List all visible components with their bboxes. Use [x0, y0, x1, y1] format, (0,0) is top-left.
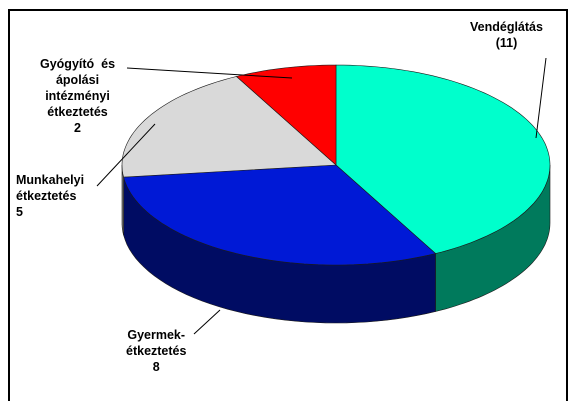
leader-line-gyogyito	[126, 67, 293, 79]
label-vendeglatas-name: Vendéglátás	[470, 20, 543, 34]
pie-tops	[121, 64, 551, 266]
leader-line-munkahelyi	[96, 123, 156, 187]
pie-slice-gyermeketkeztetes	[123, 164, 437, 266]
label-gyogyito-line1: Gyógyító és	[40, 57, 116, 71]
label-gyogyito-line4: étkeztetés	[47, 105, 108, 119]
label-munkahelyi-line2: étkeztetés	[16, 189, 77, 203]
pie-slice-gyogyito-es-apolasi-intezmenyi-etkeztetes	[235, 64, 337, 166]
label-gyermek-line2: étkeztetés	[126, 344, 187, 358]
pie-slice-vendeglatas	[335, 64, 551, 254]
label-gyermek-line1: Gyermek-	[127, 328, 186, 342]
label-gyogyito-value: 2	[74, 121, 81, 135]
label-vendeglatas: Vendéglátás (11)	[470, 19, 543, 51]
label-gyogyito-line2: ápolási	[55, 73, 100, 87]
label-gyogyito-line3: intézményi	[45, 89, 110, 103]
label-gyogyito: Gyógyító és ápolási intézményi étkezteté…	[40, 56, 115, 136]
label-munkahelyi-value: 5	[16, 205, 23, 219]
label-munkahelyi-line1: Munkahelyi	[16, 173, 85, 187]
leader-line-vendeglatas	[535, 57, 547, 139]
label-munkahelyi: Munkahelyi étkeztetés 5	[16, 172, 84, 220]
leader-lines	[96, 57, 547, 335]
leader-line-gyermek	[193, 309, 221, 335]
label-vendeglatas-value: (11)	[495, 36, 518, 50]
label-gyermek: Gyermek- étkeztetés 8	[126, 327, 186, 375]
label-gyermek-value: 8	[152, 360, 160, 374]
